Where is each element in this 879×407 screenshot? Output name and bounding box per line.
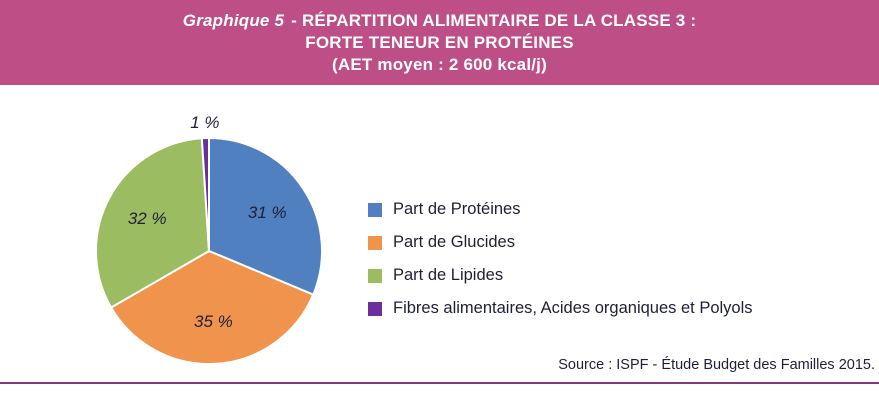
legend-label: Fibres alimentaires, Acides organiques e… <box>393 299 753 317</box>
chart-title-prefix: Graphique 5 <box>182 10 285 30</box>
legend-label: Part de Protéines <box>393 200 521 218</box>
pie-slice-label-0: 31 % <box>248 203 287 222</box>
chart-title-line-1-text: - RÉPARTITION ALIMENTAIRE DE LA CLASSE 3… <box>291 10 697 30</box>
legend-item-0: Part de Protéines <box>368 200 753 219</box>
legend-swatch-icon <box>368 235 382 250</box>
pie-chart: 31 % 35 % 32 % 1 % <box>95 113 323 365</box>
pie-slice-label-2: 32 % <box>128 209 167 228</box>
legend-item-1: Part de Glucides <box>368 233 753 252</box>
pie-slice-label-1: 35 % <box>194 312 233 331</box>
legend-item-2: Part de Lipides <box>368 266 753 285</box>
chart-legend: Part de Protéines Part de Glucides Part de… <box>368 200 753 318</box>
legend-label: Part de Lipides <box>393 266 504 284</box>
chart-title-banner: Graphique 5 - RÉPARTITION ALIMENTAIRE DE … <box>0 0 879 85</box>
source-text: Source : ISPF - Étude Budget des Famille… <box>558 357 875 373</box>
pie-slice-2 <box>95 137 210 309</box>
legend-swatch-icon <box>368 301 382 316</box>
bottom-rule <box>0 382 879 384</box>
legend-label: Part de Glucides <box>393 233 515 251</box>
pie-slice-label-3: 1 % <box>190 113 219 132</box>
legend-swatch-icon <box>368 202 382 217</box>
chart-title-line-1: Graphique 5 - RÉPARTITION ALIMENTAIRE DE … <box>183 10 696 32</box>
chart-title-line-2: FORTE TENEUR EN PROTÉINES <box>305 32 574 52</box>
legend-swatch-icon <box>368 268 382 283</box>
legend-item-3: Fibres alimentaires, Acides organiques e… <box>368 299 753 318</box>
pie-slice-3 <box>200 137 210 252</box>
pie-slice-0 <box>208 137 323 296</box>
chart-title-line-3: (AET moyen : 2 600 kcal/j) <box>332 54 547 74</box>
